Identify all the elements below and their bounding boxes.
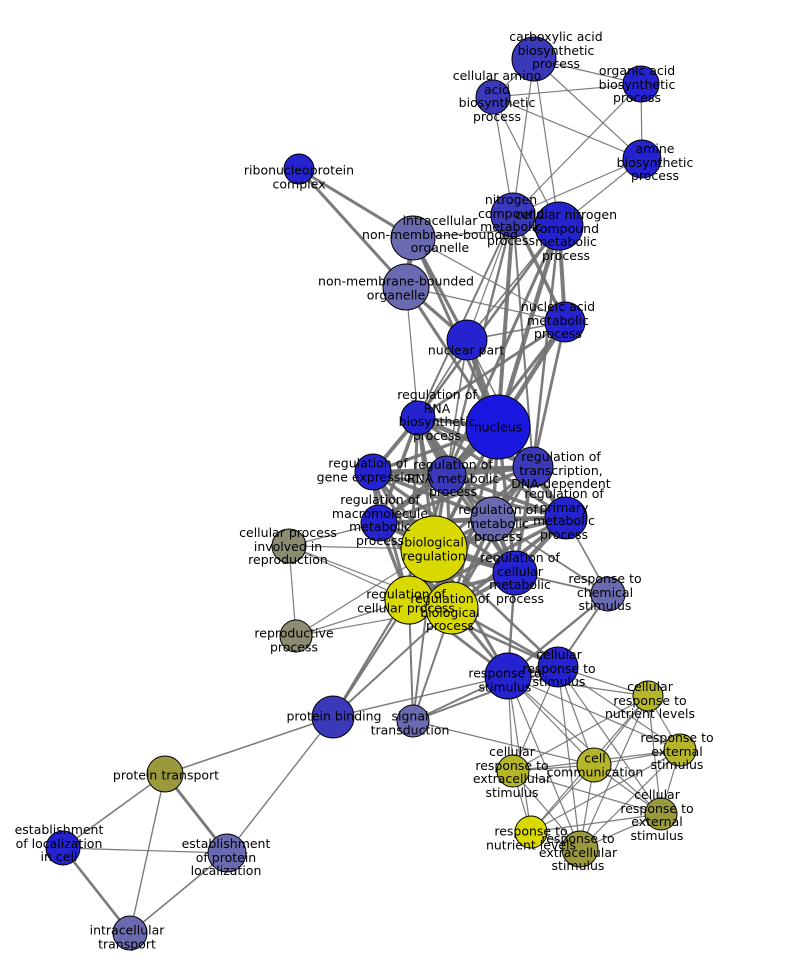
graph-node-reg_metabolic_process[interactable] (470, 496, 516, 542)
graph-edge (530, 749, 681, 833)
graph-node-reg_biological_process[interactable] (425, 581, 479, 635)
graph-node-reg_rna_metabolic[interactable] (427, 455, 467, 495)
graph-node-reg_gene_expression[interactable] (354, 453, 392, 491)
graph-edge (533, 58, 560, 227)
graph-node-reg_primary_metabolic[interactable] (544, 496, 588, 540)
graph-node-cellular_response_external_stimulus[interactable] (644, 797, 678, 831)
graph-node-response_to_extracellular_stimulus[interactable] (561, 830, 599, 868)
graph-edge (507, 675, 532, 833)
graph-edge (507, 675, 681, 751)
graph-node-nucleic_acid_metabolic[interactable] (544, 301, 586, 343)
graph-node-signal_transduction[interactable] (396, 704, 430, 738)
graph-node-protein_binding[interactable] (311, 695, 355, 739)
graph-node-response_to_chemical_stimulus[interactable] (590, 576, 626, 612)
graph-node-response_to_stimulus[interactable] (484, 652, 532, 700)
graph-node-intracellular_nmb_organelle[interactable] (390, 215, 436, 261)
edge-layer (61, 58, 681, 934)
graph-edge (512, 158, 643, 216)
graph-edge (416, 225, 561, 419)
graph-edge (129, 773, 166, 934)
graph-edge (557, 666, 681, 751)
graph-node-cellular_response_nutrient_levels[interactable] (632, 680, 664, 712)
graph-edge (531, 321, 567, 468)
graph-edge (226, 716, 334, 854)
graph-edge (408, 516, 567, 602)
graph-node-amine_bio[interactable] (622, 139, 662, 179)
graph-node-cellular_response_to_stimulus[interactable] (537, 646, 579, 688)
graph-node-establishment_of_protein_localization[interactable] (207, 833, 247, 873)
graph-node-cellular_amino_acid_bio[interactable] (475, 79, 511, 115)
graph-node-response_to_nutrient_levels[interactable] (514, 815, 548, 849)
graph-node-intracellular_transport[interactable] (112, 915, 148, 951)
graph-node-biological_regulation[interactable] (400, 515, 468, 583)
graph-edge (417, 320, 566, 420)
graph-edge (492, 96, 643, 160)
graph-node-nitrogen_compound_metabolic[interactable] (490, 192, 536, 238)
graph-edge (372, 470, 567, 520)
graph-edge (512, 770, 662, 815)
graph-edge (512, 695, 649, 772)
graph-edge (62, 847, 228, 854)
graph-edge (129, 852, 228, 934)
graph-node-protein_transport[interactable] (146, 755, 184, 793)
graph-node-cellular_response_extracellular[interactable] (496, 754, 530, 788)
graph-node-nuclear_part[interactable] (446, 319, 488, 361)
graph-edge (164, 716, 334, 775)
graph-node-reg_transcription_dna[interactable] (512, 446, 554, 488)
graph-node-reg_cellular_process[interactable] (384, 575, 434, 625)
graph-edge (557, 666, 581, 850)
node-layer (45, 36, 697, 951)
graph-node-reg_macromolecule_metabolic[interactable] (360, 504, 398, 542)
graph-node-cellular_process_reproduction[interactable] (271, 528, 307, 564)
graph-node-reproductive_process[interactable] (279, 619, 313, 653)
graph-node-cellular_nitrogen_compound_metabolic[interactable] (534, 201, 584, 251)
graph-edge (512, 58, 535, 216)
graph-edge (507, 675, 581, 850)
graph-edge (492, 83, 642, 98)
graph-node-reg_cellular_metabolic[interactable] (492, 550, 538, 596)
graph-edge (496, 214, 515, 428)
graph-node-response_to_external_stimulus[interactable] (663, 733, 697, 767)
graph-edge (61, 847, 132, 934)
graph-node-ribonucleoprotein_complex[interactable] (283, 153, 315, 185)
graph-edge (417, 214, 514, 419)
graph-edge (405, 286, 566, 323)
graph-edge (332, 607, 453, 718)
graph-edge (533, 58, 643, 160)
graph-edge (530, 813, 662, 833)
graph-edge (446, 339, 468, 476)
graph-edge (412, 666, 559, 722)
graph-node-cell_communication[interactable] (576, 747, 612, 783)
graph-edge (445, 225, 561, 476)
graph-edge (512, 83, 642, 216)
graph-node-carboxylic_acid_bio[interactable] (511, 36, 557, 82)
graph-node-establishment_of_localization_in_cell[interactable] (45, 830, 81, 866)
graph-edge (412, 720, 595, 766)
graph-edge (297, 167, 408, 289)
graph-edge (62, 773, 166, 849)
graph-node-reg_rna_biosynthetic[interactable] (400, 400, 436, 436)
graph-edge (507, 675, 649, 697)
graph-node-organic_acid_bio[interactable] (622, 65, 660, 103)
graph-node-nucleus[interactable] (465, 394, 531, 460)
graph-edge (579, 749, 681, 850)
graph-edge (412, 237, 566, 323)
graph-node-nmb_organelle[interactable] (382, 263, 430, 311)
graph-edge (492, 518, 609, 595)
graph-edge (507, 675, 662, 815)
